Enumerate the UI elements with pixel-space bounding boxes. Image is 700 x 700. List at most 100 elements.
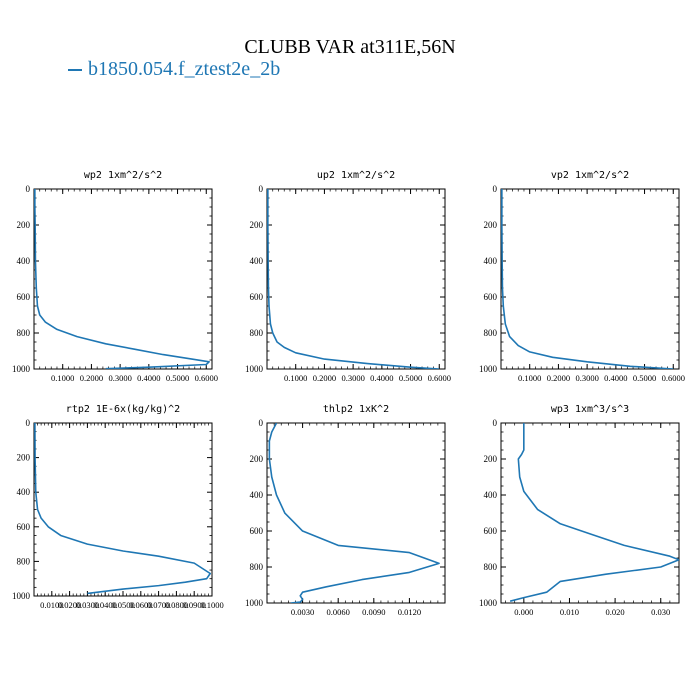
y-tick-label: 1000 [12,364,31,374]
x-tick-label: 0.4000 [370,373,393,383]
legend-entry-label: b1850.054.f_ztest2e_2b [88,58,281,80]
x-tick-label: 0.0120 [398,607,421,617]
y-tick-label: 400 [484,256,498,266]
series-line [267,189,440,369]
y-tick-label: 600 [484,292,498,302]
x-tick-label: 0.0800 [165,600,188,610]
y-tick-label: 800 [17,328,31,338]
x-tick-label: 0.0300 [76,600,99,610]
x-tick-label: 0.0100 [40,600,63,610]
y-tick-label: 0 [26,184,31,194]
panel-title: thlp2 1xK^2 [323,404,389,415]
series-line [268,423,440,603]
panel-frame [266,188,446,370]
panel-title: up2 1xm^2/s^2 [317,170,395,181]
y-tick-label: 200 [17,453,31,463]
panel-title: vp2 1xm^2/s^2 [551,170,629,181]
x-tick-label: 0.4000 [604,373,627,383]
y-tick-label: 1000 [479,598,498,608]
x-tick-label: 0.6000 [662,373,685,383]
y-tick-label: 0 [493,418,498,428]
x-tick-label: 0.2000 [80,373,103,383]
chart-title: CLUBB VAR at311E,56N [244,36,456,58]
x-tick-label: 0.2000 [547,373,570,383]
panel-6: wp3 1xm^3/s^3 0 200 400 600 800 1000 0.000 0.010… [479,404,680,617]
panel-title: wp2 1xm^2/s^2 [84,170,162,181]
legend-line-icon [68,69,82,72]
x-tick-label: 0.6000 [195,373,218,383]
x-tick-label: 0.0900 [183,600,206,610]
x-tick-label: 0.1000 [518,373,541,383]
x-tick-label: 0.3000 [341,373,364,383]
y-tick-label: 200 [484,454,498,464]
y-tick-label: 0 [26,418,31,428]
y-tick-label: 800 [17,556,31,566]
y-tick-label: 800 [250,328,264,338]
x-tick-label: 0.0030 [291,607,314,617]
panel-2: up2 1xm^2/s^2 0 200 400 600 800 1000 0.1000 0.20… [245,170,451,383]
panel-title: wp3 1xm^3/s^3 [551,404,629,415]
series-line [509,423,679,602]
y-tick-label: 600 [17,292,31,302]
panel-3: vp2 1xm^2/s^2 0 200 400 600 800 1000 0.1000 0.20… [479,170,685,383]
x-tick-label: 0.1000 [284,373,307,383]
x-tick-label: 0.0500 [111,600,134,610]
x-tick-label: 0.5000 [633,373,656,383]
y-tick-label: 0 [493,184,498,194]
x-tick-label: 0.0700 [147,600,170,610]
y-tick-label: 400 [17,487,31,497]
x-tick-label: 0.0600 [129,600,152,610]
y-tick-label: 600 [484,526,498,536]
x-tick-label: 0.0090 [362,607,385,617]
x-tick-label: 0.0060 [327,607,350,617]
x-tick-label: 0.6000 [428,373,451,383]
y-tick-label: 1000 [479,364,498,374]
y-tick-label: 200 [17,220,31,230]
y-tick-label: 0 [259,184,264,194]
y-tick-label: 600 [250,526,264,536]
y-tick-label: 200 [250,220,264,230]
series-line [501,189,674,369]
panel-frame [266,422,446,604]
panel-4: rtp2 1E-6x(kg/kg)^2 0 200 400 600 800 1000 0.01… [12,404,224,610]
series-line [34,189,210,369]
x-tick-label: 0.0200 [58,600,81,610]
y-tick-label: 600 [17,522,31,532]
panel-1: wp2 1xm^2/s^2 0 200 400 600 800 1000 0.1000 0.20… [12,170,218,383]
legend: b1850.054.f_ztest2e_2b [68,58,280,81]
y-tick-label: 200 [250,454,264,464]
x-tick-label: 0.3000 [575,373,598,383]
y-tick-label: 400 [484,490,498,500]
y-tick-label: 400 [250,256,264,266]
x-tick-label: 0.1000 [51,373,74,383]
panel-frame [33,188,213,370]
y-tick-label: 800 [484,328,498,338]
x-tick-label: 0.4000 [137,373,160,383]
x-tick-label: 0.010 [560,607,579,617]
x-tick-label: 0.5000 [399,373,422,383]
y-tick-label: 600 [250,292,264,302]
panel-frame [500,188,680,370]
y-tick-label: 800 [484,562,498,572]
panel-title: rtp2 1E-6x(kg/kg)^2 [66,404,180,415]
y-tick-label: 1000 [245,364,264,374]
y-tick-label: 1000 [12,591,31,601]
y-tick-label: 0 [259,418,264,428]
y-tick-label: 1000 [245,598,264,608]
x-tick-label: 0.1000 [200,600,223,610]
x-tick-label: 0.2000 [313,373,336,383]
panel-5: thlp2 1xK^2 0 200 400 600 800 1000 0.0030 0.0060… [245,404,446,617]
y-tick-label: 800 [250,562,264,572]
series-line [34,423,212,595]
x-tick-label: 0.0400 [94,600,117,610]
y-tick-label: 400 [250,490,264,500]
x-tick-label: 0.030 [651,607,670,617]
x-tick-label: 0.3000 [108,373,131,383]
y-tick-label: 400 [17,256,31,266]
x-tick-label: 0.020 [606,607,625,617]
x-tick-label: 0.000 [514,607,533,617]
x-tick-label: 0.5000 [166,373,189,383]
panel-frame [33,422,213,597]
y-tick-label: 200 [484,220,498,230]
